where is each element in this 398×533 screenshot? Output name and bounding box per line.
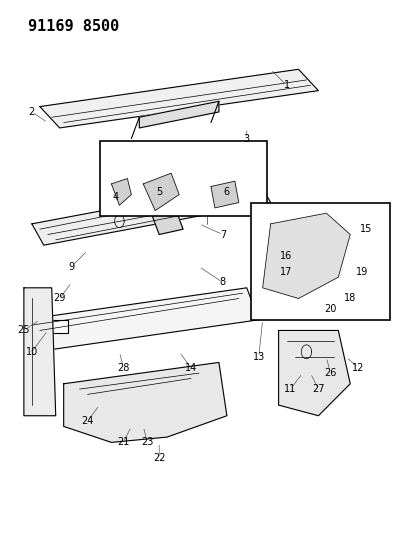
Text: 27: 27 — [312, 384, 325, 394]
Polygon shape — [211, 181, 239, 208]
Text: 17: 17 — [280, 267, 293, 277]
Polygon shape — [64, 362, 227, 442]
Text: 25: 25 — [18, 326, 30, 335]
Text: 10: 10 — [26, 347, 38, 357]
Text: 12: 12 — [352, 363, 365, 373]
Text: 16: 16 — [281, 251, 293, 261]
Bar — [251, 203, 390, 320]
Text: 20: 20 — [324, 304, 337, 314]
Polygon shape — [279, 330, 350, 416]
Polygon shape — [151, 208, 183, 235]
Bar — [100, 141, 267, 216]
Text: 8: 8 — [220, 278, 226, 287]
Text: 13: 13 — [253, 352, 265, 362]
Text: 23: 23 — [141, 438, 154, 447]
Polygon shape — [24, 288, 56, 416]
Text: 1: 1 — [283, 80, 290, 90]
Text: 18: 18 — [344, 294, 356, 303]
Text: 9: 9 — [68, 262, 75, 271]
Text: 3: 3 — [244, 134, 250, 143]
Text: 22: 22 — [153, 454, 166, 463]
Text: 6: 6 — [224, 187, 230, 197]
Polygon shape — [24, 288, 259, 352]
Text: 26: 26 — [324, 368, 337, 378]
Text: 7: 7 — [220, 230, 226, 239]
Text: 5: 5 — [156, 187, 162, 197]
Bar — [40, 320, 68, 333]
Text: 11: 11 — [285, 384, 297, 394]
Polygon shape — [143, 173, 179, 211]
Text: 91169 8500: 91169 8500 — [28, 19, 119, 34]
Text: 21: 21 — [117, 438, 130, 447]
Text: 28: 28 — [117, 363, 130, 373]
Polygon shape — [111, 179, 131, 205]
Text: 29: 29 — [53, 294, 66, 303]
Text: 19: 19 — [356, 267, 368, 277]
Polygon shape — [40, 69, 318, 128]
Polygon shape — [32, 181, 271, 245]
Text: 15: 15 — [360, 224, 373, 234]
Text: 14: 14 — [185, 363, 197, 373]
Polygon shape — [139, 101, 219, 128]
Text: 4: 4 — [112, 192, 119, 202]
Text: 24: 24 — [81, 416, 94, 426]
Polygon shape — [263, 213, 350, 298]
Text: 2: 2 — [29, 107, 35, 117]
